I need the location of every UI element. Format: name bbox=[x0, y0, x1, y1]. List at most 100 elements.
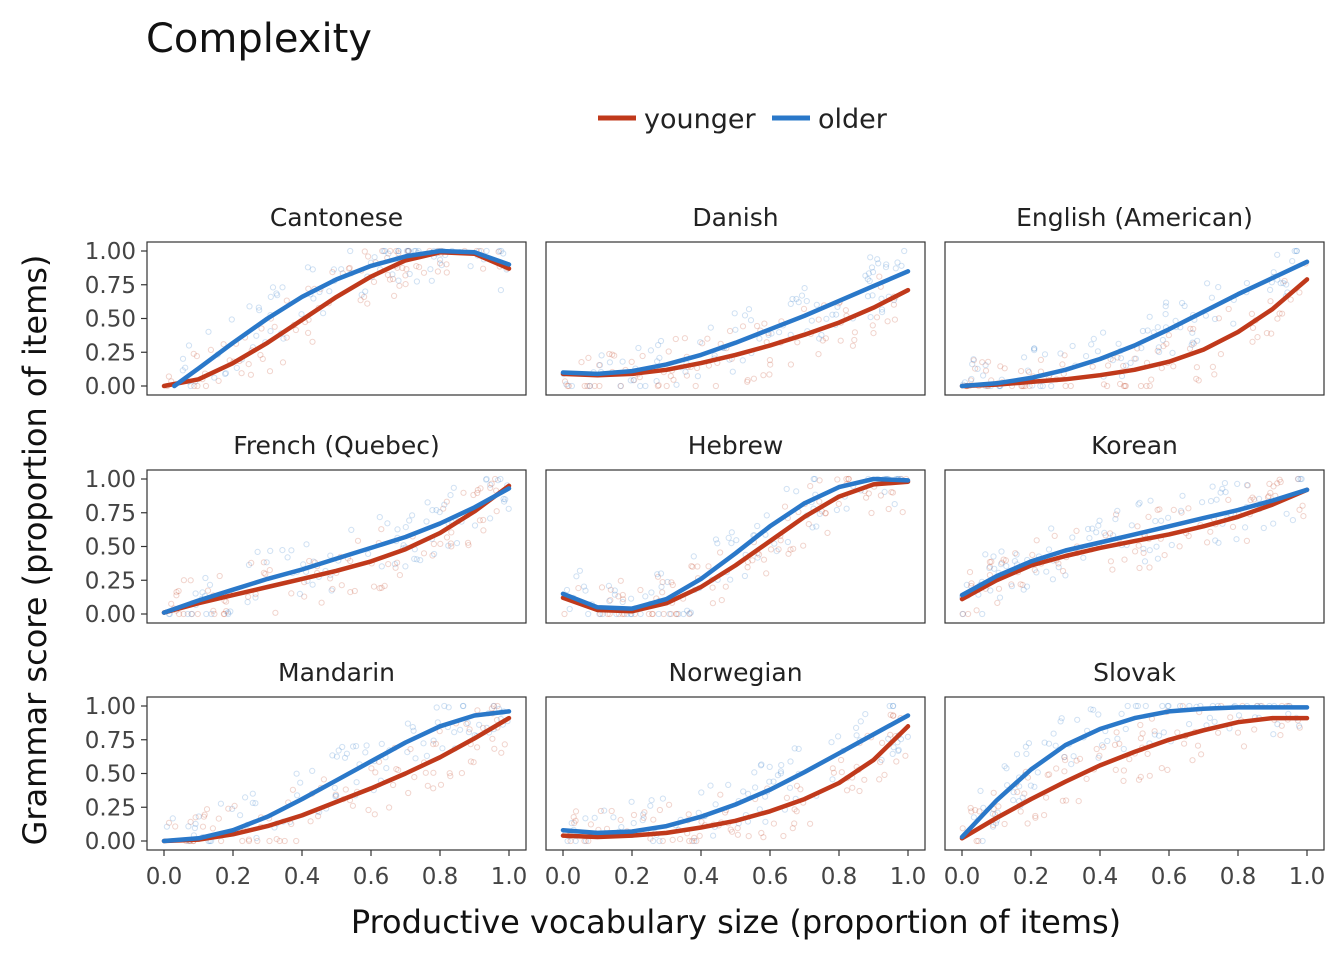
scatter-point-older bbox=[253, 834, 260, 842]
scatter-point-older bbox=[411, 555, 418, 563]
scatter-point-older bbox=[1135, 501, 1142, 508]
scatter-point-younger bbox=[266, 567, 273, 574]
scatter-point-younger bbox=[709, 584, 716, 591]
scatter-point-younger bbox=[1170, 506, 1177, 513]
scatter-point-older bbox=[648, 797, 655, 804]
scatter-point-older bbox=[813, 301, 820, 308]
scatter-point-younger bbox=[204, 587, 212, 594]
scatter-point-younger bbox=[447, 540, 454, 547]
scatter-point-younger bbox=[399, 264, 406, 272]
scatter-point-younger bbox=[1062, 382, 1069, 390]
scatter-point-older bbox=[284, 554, 291, 561]
scatter-point-younger bbox=[349, 802, 356, 809]
scatter-point-older bbox=[267, 293, 274, 300]
scatter-point-older bbox=[610, 814, 617, 821]
scatter-point-older bbox=[1189, 329, 1196, 336]
scatter-point-younger bbox=[705, 563, 712, 570]
scatter-point-younger bbox=[487, 484, 494, 491]
scatter-point-younger bbox=[448, 529, 455, 536]
scatter-point-younger bbox=[1008, 581, 1015, 588]
scatter-point-older bbox=[320, 310, 327, 317]
scatter-point-younger bbox=[347, 589, 354, 596]
scatter-point-older bbox=[801, 285, 808, 292]
scatter-point-younger bbox=[669, 836, 676, 844]
scatter-point-older bbox=[1096, 517, 1103, 524]
scatter-point-younger bbox=[722, 583, 729, 590]
scatter-point-younger bbox=[628, 358, 635, 365]
scatter-point-younger bbox=[615, 593, 622, 600]
y-tick-label: 0.25 bbox=[85, 568, 136, 594]
scatter-point-younger bbox=[893, 758, 900, 765]
scatter-point-older bbox=[1208, 294, 1216, 301]
scatter-point-older bbox=[823, 315, 830, 322]
scatter-point-older bbox=[303, 541, 310, 548]
scatter-point-older bbox=[684, 607, 691, 614]
scatter-point-younger bbox=[430, 741, 437, 748]
scatter-point-older bbox=[1004, 782, 1011, 789]
scatter-point-older bbox=[205, 328, 212, 335]
scatter-point-older bbox=[430, 737, 437, 744]
scatter-point-older bbox=[1277, 280, 1284, 287]
scatter-point-older bbox=[889, 750, 896, 758]
series-line-older-mandarin bbox=[161, 709, 512, 844]
scatter-point-older bbox=[745, 790, 752, 798]
scatter-point-older bbox=[1209, 483, 1216, 490]
scatter-point-younger bbox=[794, 339, 801, 346]
scatter-point-younger bbox=[223, 598, 230, 605]
scatter-point-older bbox=[330, 266, 337, 273]
scatter-point-older bbox=[431, 550, 438, 558]
scatter-point-older bbox=[813, 523, 820, 530]
scatter-point-younger bbox=[430, 769, 437, 776]
scatter-point-older bbox=[728, 529, 735, 536]
scatter-point-younger bbox=[986, 563, 994, 570]
scatter-point-older bbox=[1207, 498, 1215, 505]
scatter-point-younger bbox=[1215, 729, 1222, 736]
scatter-point-older bbox=[1031, 783, 1038, 790]
series-line-older-korean bbox=[959, 487, 1310, 598]
scatter-point-younger bbox=[1190, 340, 1197, 347]
scatter-point-younger bbox=[1137, 382, 1145, 390]
scatter-point-older bbox=[1146, 313, 1153, 320]
scatter-point-older bbox=[252, 800, 259, 807]
scatter-point-older bbox=[640, 811, 647, 818]
scatter-point-younger bbox=[1178, 509, 1185, 516]
scatter-point-younger bbox=[575, 585, 582, 592]
scatter-point-younger bbox=[1151, 728, 1158, 735]
scatter-point-younger bbox=[669, 581, 676, 589]
scatter-point-younger bbox=[1051, 532, 1058, 540]
scatter-point-older bbox=[467, 263, 474, 270]
scatter-point-older bbox=[1041, 739, 1048, 746]
scatter-point-younger bbox=[843, 787, 851, 794]
scatter-point-older bbox=[465, 729, 472, 736]
scatter-point-younger bbox=[379, 247, 386, 255]
scatter-point-younger bbox=[1270, 483, 1277, 490]
scatter-point-older bbox=[1163, 299, 1170, 306]
scatter-point-older bbox=[809, 524, 816, 531]
scatter-point-younger bbox=[877, 492, 885, 499]
scatter-point-younger bbox=[975, 837, 982, 845]
scatter-point-younger bbox=[1274, 315, 1281, 322]
scatter-point-older bbox=[783, 485, 790, 493]
panel-title-english-american: English (American) bbox=[1016, 203, 1253, 232]
scatter-point-younger bbox=[364, 300, 371, 307]
scatter-point-younger bbox=[288, 820, 295, 828]
series-line-older-french-quebec bbox=[161, 486, 512, 615]
scatter-point-younger bbox=[1217, 351, 1225, 358]
scatter-point-older bbox=[413, 556, 420, 563]
scatter-point-older bbox=[483, 475, 490, 483]
scatter-point-older bbox=[1074, 716, 1081, 723]
scatter-point-older bbox=[249, 799, 256, 807]
scatter-point-older bbox=[483, 476, 490, 483]
scatter-point-younger bbox=[266, 837, 273, 845]
scatter-point-younger bbox=[361, 293, 368, 300]
scatter-point-older bbox=[666, 610, 673, 618]
scatter-point-older bbox=[1057, 718, 1064, 725]
scatter-point-younger bbox=[578, 359, 585, 366]
scatter-point-younger bbox=[727, 826, 734, 833]
scatter-point-younger bbox=[403, 266, 410, 273]
y-tick-label: 0.50 bbox=[85, 762, 136, 788]
scatter-point-younger bbox=[641, 809, 648, 816]
scatter-english-american bbox=[959, 247, 1309, 390]
scatter-point-older bbox=[1165, 514, 1172, 521]
scatter-point-older bbox=[1267, 286, 1274, 293]
